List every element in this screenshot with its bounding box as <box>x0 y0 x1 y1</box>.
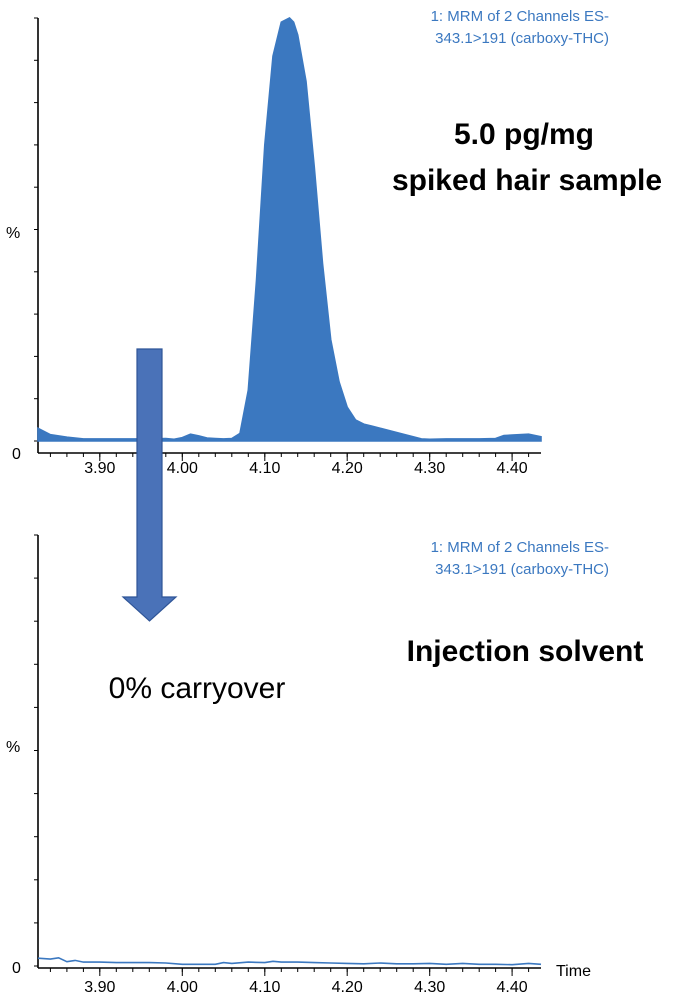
y-ticks-bottom <box>34 534 38 967</box>
carboxy-thc-trace-top <box>37 17 542 442</box>
y-axis-label-top: % <box>6 225 20 242</box>
y-zero-label-bottom: 0 <box>12 960 21 977</box>
y-zero-label-top: 0 <box>12 446 21 463</box>
x-ticks-top: 3.90 4.00 4.10 4.20 4.30 4.40 <box>49 453 530 477</box>
x-tick-label: 4.20 <box>332 979 363 996</box>
channel-label-line1-top: 1: MRM of 2 Channels ES- <box>431 8 609 25</box>
annotation-sample-type: spiked hair sample <box>392 164 662 197</box>
x-tick-label: 3.90 <box>84 979 115 996</box>
x-ticks-bottom: 3.90 4.00 4.10 4.20 4.30 4.40 <box>49 968 530 996</box>
x-tick-label: 4.30 <box>414 460 445 477</box>
x-tick-label: 4.40 <box>497 979 528 996</box>
x-tick-label: 4.00 <box>167 979 198 996</box>
channel-label-line2-top: 343.1>191 (carboxy-THC) <box>435 30 609 47</box>
annotation-injection-solvent: Injection solvent <box>407 635 644 668</box>
annotation-concentration: 5.0 pg/mg <box>454 118 594 151</box>
carryover-label: 0% carryover <box>109 672 286 705</box>
x-tick-label: 4.00 <box>167 460 198 477</box>
carryover-arrow <box>121 348 178 622</box>
x-tick-label: 3.90 <box>84 460 115 477</box>
x-tick-label: 4.10 <box>249 979 280 996</box>
carboxy-thc-trace-bottom <box>37 956 542 966</box>
chromatogram-spiked-sample: 3.90 4.00 4.10 4.20 4.30 4.40 % 0 1: MRM of 2… <box>6 8 662 477</box>
x-axis-label-time: Time <box>556 963 591 980</box>
x-tick-label: 4.10 <box>249 460 280 477</box>
y-ticks-top <box>34 17 38 442</box>
x-tick-label: 4.30 <box>414 979 445 996</box>
chromatogram-injection-solvent: 3.90 4.00 4.10 4.20 4.30 4.40 % 0 1: MRM of 2… <box>6 534 644 996</box>
channel-label-line2-bottom: 343.1>191 (carboxy-THC) <box>435 561 609 578</box>
x-tick-label: 4.20 <box>332 460 363 477</box>
x-tick-label: 4.40 <box>497 460 528 477</box>
channel-label-line1-bottom: 1: MRM of 2 Channels ES- <box>431 539 609 556</box>
y-axis-label-bottom: % <box>6 739 20 756</box>
